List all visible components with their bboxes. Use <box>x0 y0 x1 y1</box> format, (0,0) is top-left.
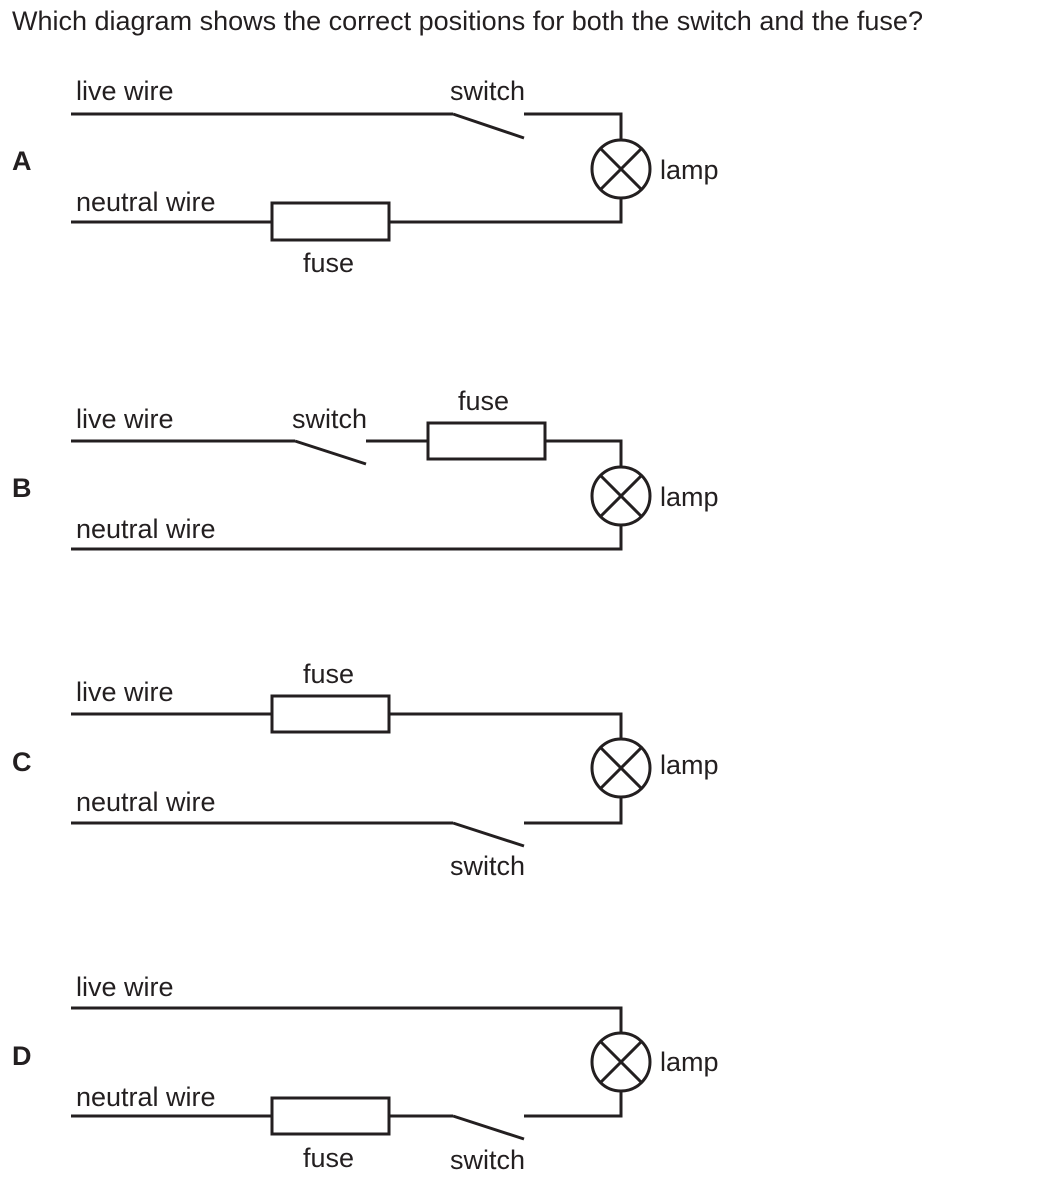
lamp-icon <box>590 465 652 527</box>
lamp-icon <box>590 138 652 200</box>
neutral-wire <box>71 525 623 551</box>
switch-symbol <box>452 1114 525 1141</box>
neutral-wire <box>71 198 623 224</box>
option-a-circuit: A live wire switch neutral wire fuse lam… <box>12 76 719 278</box>
switch-label: switch <box>450 1145 525 1175</box>
option-letter: B <box>12 473 32 503</box>
lamp-label: lamp <box>660 750 719 780</box>
switch-symbol <box>452 821 525 848</box>
question-text: Which diagram shows the correct position… <box>12 6 923 36</box>
fuse-symbol <box>270 694 391 734</box>
live-wire-label: live wire <box>76 76 174 106</box>
fuse-symbol <box>270 1096 391 1136</box>
switch-label: switch <box>450 76 525 106</box>
option-b-circuit: B live wire switch fuse neutral wire lam… <box>12 386 719 551</box>
neutral-wire <box>524 797 623 825</box>
fuse-label: fuse <box>303 248 354 278</box>
lamp-label: lamp <box>660 482 719 512</box>
live-wire-label: live wire <box>76 677 174 707</box>
lamp-label: lamp <box>660 1047 719 1077</box>
fuse-label: fuse <box>458 386 509 416</box>
live-wire <box>524 112 623 140</box>
live-wire-label: live wire <box>76 404 174 434</box>
live-wire-label: live wire <box>76 972 174 1002</box>
option-letter: D <box>12 1041 32 1071</box>
option-letter: C <box>12 747 32 777</box>
lamp-icon <box>590 1031 652 1093</box>
switch-symbol <box>452 112 525 140</box>
live-wire <box>71 712 623 740</box>
neutral-wire <box>524 1091 623 1118</box>
lamp-label: lamp <box>660 155 719 185</box>
switch-symbol <box>294 439 367 466</box>
option-d-circuit: D live wire neutral wire fuse switch lam… <box>12 972 719 1175</box>
live-wire <box>71 1006 623 1034</box>
fuse-symbol <box>426 421 547 461</box>
switch-label: switch <box>292 404 367 434</box>
fuse-label: fuse <box>303 659 354 689</box>
lamp-icon <box>590 737 652 799</box>
switch-label: switch <box>450 851 525 881</box>
neutral-wire-label: neutral wire <box>76 787 216 817</box>
option-letter: A <box>12 146 32 176</box>
fuse-symbol <box>270 201 391 242</box>
option-c-circuit: C live wire fuse neutral wire switch lam… <box>12 659 719 881</box>
neutral-wire-label: neutral wire <box>76 187 216 217</box>
fuse-label: fuse <box>303 1143 354 1173</box>
neutral-wire-label: neutral wire <box>76 514 216 544</box>
neutral-wire-label: neutral wire <box>76 1082 216 1112</box>
